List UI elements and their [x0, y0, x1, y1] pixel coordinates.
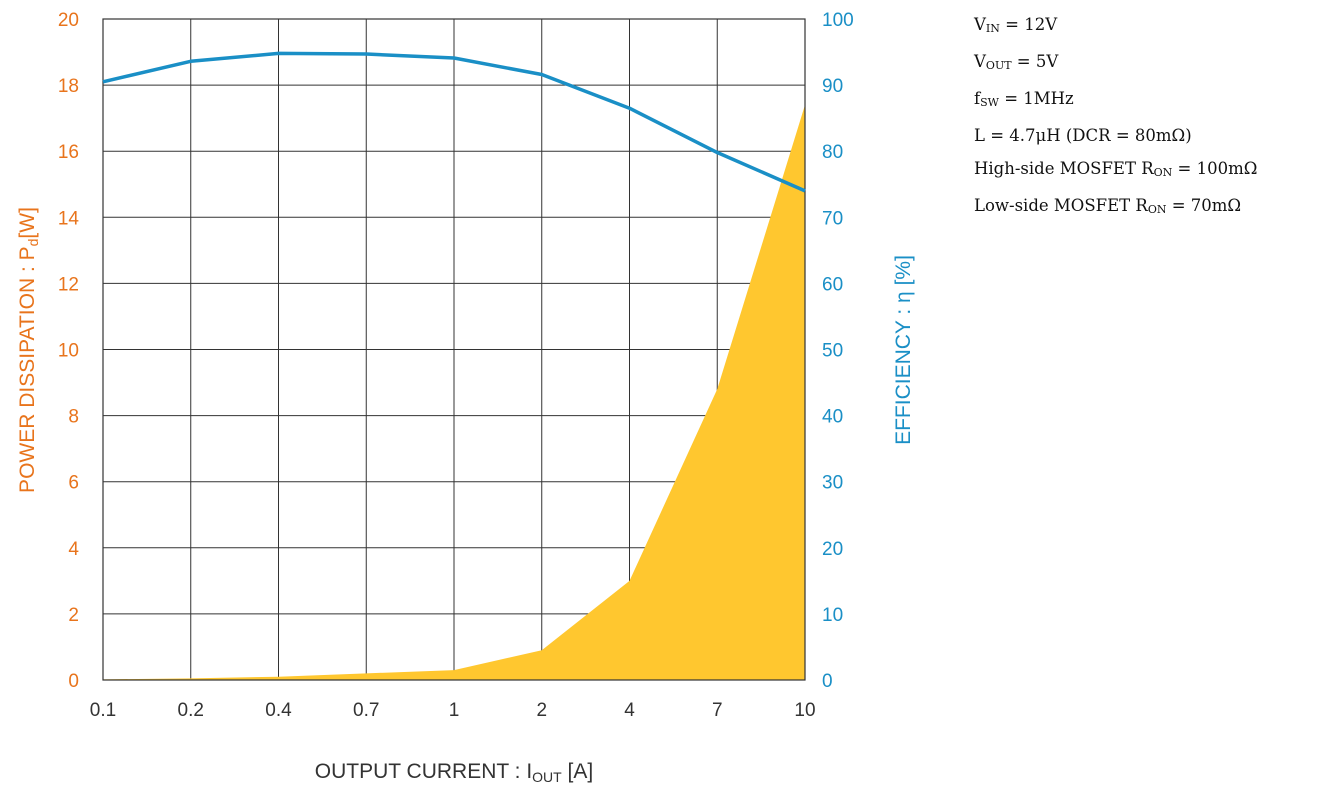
right-y-tick-label: 100 [822, 10, 854, 31]
left-y-tick-label: 0 [68, 671, 79, 692]
left-y-tick-label: 14 [58, 208, 80, 229]
right-y-tick-label: 60 [822, 274, 843, 295]
left-y-axis-title: POWER DISSIPATION : Pd[W] [16, 207, 41, 493]
right-y-tick-label: 30 [822, 473, 843, 494]
left-y-tick-label: 20 [58, 10, 79, 31]
right-y-tick-label: 20 [822, 539, 843, 560]
right-y-tick-label: 80 [822, 142, 843, 163]
condition-line: VOUT = 5V [974, 52, 1059, 72]
efficiency-line-path [102, 51, 806, 193]
right-y-tick-label: 50 [822, 341, 843, 362]
x-tick-label: 7 [712, 700, 723, 721]
x-tick-label: 10 [794, 700, 815, 721]
plot-frame [102, 18, 806, 681]
test-conditions: VIN = 12V VOUT = 5V fSW = 1MHz L = 4.7μH (D… [974, 8, 1257, 226]
condition-line: fSW = 1MHz [974, 89, 1074, 109]
right-y-tick-label: 0 [822, 671, 833, 692]
condition-line: L = 4.7μH (DCR = 80mΩ) [974, 126, 1192, 145]
plot-border [102, 18, 806, 681]
chart-grid [103, 19, 805, 680]
tick-labels: 0246810121416182001020304050607080901000… [58, 10, 854, 721]
left-y-tick-label: 2 [68, 605, 79, 626]
x-axis-title: OUTPUT CURRENT : IOUT [A] [315, 760, 593, 785]
condition-line: High-side MOSFET RON = 100mΩ [974, 159, 1258, 179]
left-y-tick-label: 8 [68, 407, 79, 428]
x-tick-label: 0.7 [353, 700, 379, 721]
right-y-tick-label: 70 [822, 208, 843, 229]
right-y-axis-title: EFFICIENCY : η [%] [892, 255, 915, 445]
right-y-tick-label: 90 [822, 76, 843, 97]
right-y-tick-label: 40 [822, 407, 843, 428]
left-y-tick-label: 12 [58, 274, 79, 295]
left-y-tick-label: 18 [58, 76, 79, 97]
power-dissipation-area [103, 104, 805, 681]
left-y-tick-label: 6 [68, 473, 79, 494]
x-tick-label: 0.4 [265, 700, 292, 721]
x-tick-label: 4 [624, 700, 635, 721]
x-tick-label: 0.2 [178, 700, 204, 721]
left-y-tick-label: 4 [68, 539, 79, 560]
condition-line: Low-side MOSFET RON = 70mΩ [974, 196, 1242, 216]
left-y-tick-label: 10 [58, 341, 79, 362]
right-y-tick-label: 10 [822, 605, 843, 626]
condition-line: VIN = 12V [974, 15, 1058, 35]
left-y-tick-label: 16 [58, 142, 79, 163]
x-tick-label: 2 [536, 700, 547, 721]
x-tick-label: 0.1 [90, 700, 116, 721]
x-tick-label: 1 [449, 700, 460, 721]
power-dissipation-area-fill [103, 104, 805, 681]
axis-titles: OUTPUT CURRENT : IOUT [A] POWER DISSIPATI… [16, 207, 915, 784]
efficiency-line [102, 51, 806, 193]
efficiency-power-chart: 0246810121416182001020304050607080901000… [16, 10, 915, 785]
